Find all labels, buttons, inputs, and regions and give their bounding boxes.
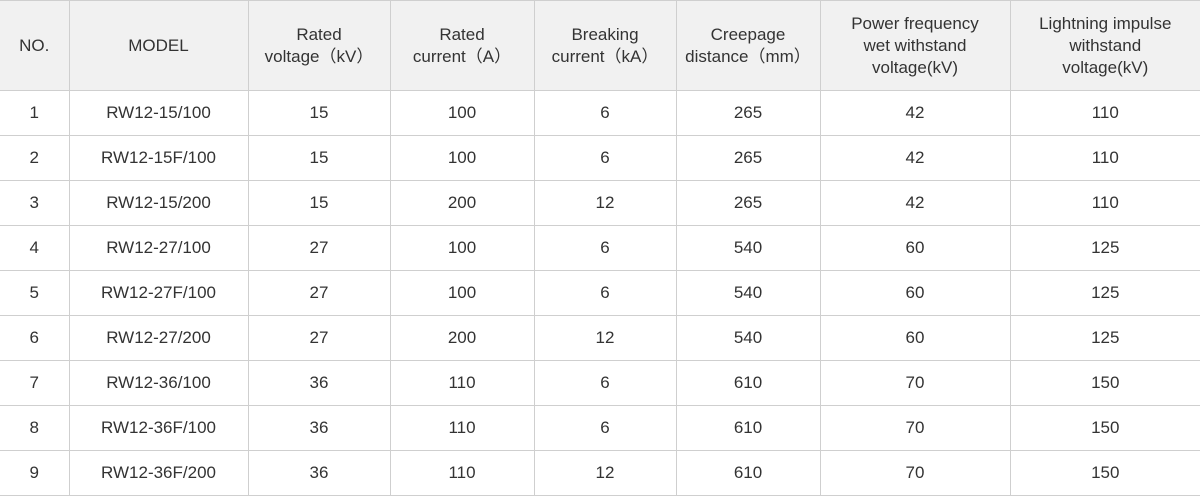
cell-no: 4 xyxy=(0,225,70,271)
cell-power-frequency-voltage: 60 xyxy=(819,225,1011,271)
cell-creepage-distance: 265 xyxy=(675,90,821,136)
column-header-creepage-distance: Creepage distance（mm） xyxy=(675,0,821,91)
cell-model: RW12-15/200 xyxy=(68,180,249,226)
cell-rated-voltage: 36 xyxy=(247,405,391,451)
cell-creepage-distance: 265 xyxy=(675,135,821,181)
cell-rated-voltage: 27 xyxy=(247,225,391,271)
cell-no: 6 xyxy=(0,315,70,361)
cell-rated-current: 100 xyxy=(389,90,535,136)
cell-creepage-distance: 610 xyxy=(675,450,821,496)
cell-rated-current: 100 xyxy=(389,270,535,316)
cell-rated-voltage: 36 xyxy=(247,450,391,496)
column-header-no: NO. xyxy=(0,0,70,91)
cell-creepage-distance: 610 xyxy=(675,405,821,451)
cell-lightning-impulse-voltage: 150 xyxy=(1009,405,1200,451)
cell-rated-current: 110 xyxy=(389,360,535,406)
cell-power-frequency-voltage: 70 xyxy=(819,405,1011,451)
cell-rated-current: 110 xyxy=(389,450,535,496)
cell-rated-current: 100 xyxy=(389,225,535,271)
cell-breaking-current: 6 xyxy=(533,90,677,136)
header-row: NO. MODEL Rated voltage（kV） Rated current（A） B… xyxy=(0,0,1200,91)
cell-no: 2 xyxy=(0,135,70,181)
table-row: 3 RW12-15/200 15 200 12 265 42 110 xyxy=(0,180,1200,226)
cell-rated-current: 110 xyxy=(389,405,535,451)
cell-power-frequency-voltage: 42 xyxy=(819,135,1011,181)
cell-creepage-distance: 265 xyxy=(675,180,821,226)
cell-power-frequency-voltage: 42 xyxy=(819,180,1011,226)
cell-lightning-impulse-voltage: 150 xyxy=(1009,360,1200,406)
cell-no: 7 xyxy=(0,360,70,406)
cell-no: 1 xyxy=(0,90,70,136)
table-row: 9 RW12-36F/200 36 110 12 610 70 150 xyxy=(0,450,1200,496)
cell-no: 8 xyxy=(0,405,70,451)
cell-rated-voltage: 15 xyxy=(247,180,391,226)
cell-breaking-current: 12 xyxy=(533,450,677,496)
cell-model: RW12-15F/100 xyxy=(68,135,249,181)
column-header-rated-voltage: Rated voltage（kV） xyxy=(247,0,391,91)
cell-power-frequency-voltage: 70 xyxy=(819,360,1011,406)
cell-breaking-current: 6 xyxy=(533,135,677,181)
cell-lightning-impulse-voltage: 110 xyxy=(1009,90,1200,136)
cell-model: RW12-36F/100 xyxy=(68,405,249,451)
cell-model: RW12-36F/200 xyxy=(68,450,249,496)
cell-rated-voltage: 27 xyxy=(247,270,391,316)
column-header-breaking-current: Breaking current（kA） xyxy=(533,0,677,91)
cell-breaking-current: 6 xyxy=(533,405,677,451)
cell-creepage-distance: 540 xyxy=(675,225,821,271)
table-row: 6 RW12-27/200 27 200 12 540 60 125 xyxy=(0,315,1200,361)
column-header-model: MODEL xyxy=(68,0,249,91)
cell-model: RW12-36/100 xyxy=(68,360,249,406)
cell-creepage-distance: 540 xyxy=(675,270,821,316)
cell-rated-current: 100 xyxy=(389,135,535,181)
cell-lightning-impulse-voltage: 125 xyxy=(1009,225,1200,271)
table-row: 8 RW12-36F/100 36 110 6 610 70 150 xyxy=(0,405,1200,451)
cell-no: 9 xyxy=(0,450,70,496)
cell-no: 5 xyxy=(0,270,70,316)
cell-model: RW12-27/100 xyxy=(68,225,249,271)
table-row: 2 RW12-15F/100 15 100 6 265 42 110 xyxy=(0,135,1200,181)
cell-lightning-impulse-voltage: 110 xyxy=(1009,135,1200,181)
cell-rated-voltage: 15 xyxy=(247,135,391,181)
cell-breaking-current: 6 xyxy=(533,360,677,406)
column-header-lightning-impulse-voltage: Lightning impulse withstand voltage(kV) xyxy=(1009,0,1200,91)
cell-breaking-current: 12 xyxy=(533,315,677,361)
cell-rated-current: 200 xyxy=(389,315,535,361)
table-row: 4 RW12-27/100 27 100 6 540 60 125 xyxy=(0,225,1200,271)
cell-rated-voltage: 36 xyxy=(247,360,391,406)
cell-lightning-impulse-voltage: 125 xyxy=(1009,315,1200,361)
column-header-power-frequency-voltage: Power frequency wet withstand voltage(kV) xyxy=(819,0,1011,91)
cell-breaking-current: 6 xyxy=(533,270,677,316)
column-header-rated-current: Rated current（A） xyxy=(389,0,535,91)
cell-breaking-current: 6 xyxy=(533,225,677,271)
cell-power-frequency-voltage: 42 xyxy=(819,90,1011,136)
cell-rated-voltage: 27 xyxy=(247,315,391,361)
table-row: 5 RW12-27F/100 27 100 6 540 60 125 xyxy=(0,270,1200,316)
table-row: 1 RW12-15/100 15 100 6 265 42 110 xyxy=(0,90,1200,136)
cell-lightning-impulse-voltage: 150 xyxy=(1009,450,1200,496)
cell-model: RW12-27F/100 xyxy=(68,270,249,316)
cell-power-frequency-voltage: 70 xyxy=(819,450,1011,496)
cell-no: 3 xyxy=(0,180,70,226)
cell-lightning-impulse-voltage: 110 xyxy=(1009,180,1200,226)
cell-rated-voltage: 15 xyxy=(247,90,391,136)
cell-creepage-distance: 540 xyxy=(675,315,821,361)
cell-rated-current: 200 xyxy=(389,180,535,226)
cell-power-frequency-voltage: 60 xyxy=(819,315,1011,361)
cell-lightning-impulse-voltage: 125 xyxy=(1009,270,1200,316)
table-row: 7 RW12-36/100 36 110 6 610 70 150 xyxy=(0,360,1200,406)
cell-model: RW12-15/100 xyxy=(68,90,249,136)
cell-power-frequency-voltage: 60 xyxy=(819,270,1011,316)
cell-creepage-distance: 610 xyxy=(675,360,821,406)
cell-model: RW12-27/200 xyxy=(68,315,249,361)
cell-breaking-current: 12 xyxy=(533,180,677,226)
